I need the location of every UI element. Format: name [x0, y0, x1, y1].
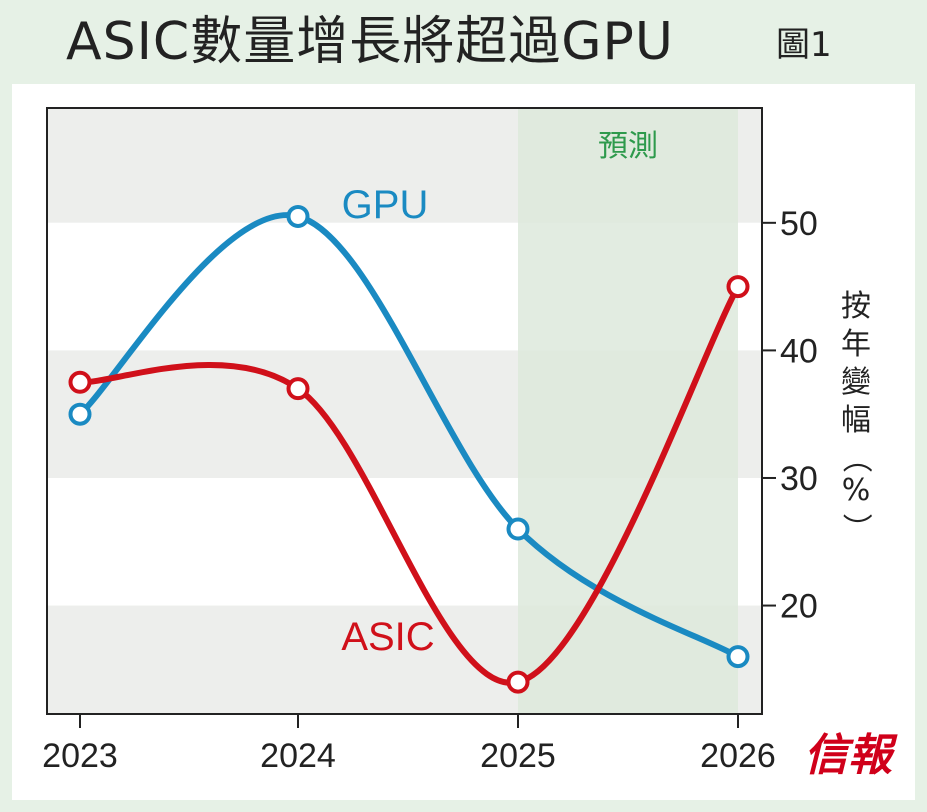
x-axis-ticks: 2023 2024 2025 2026: [42, 714, 776, 775]
x-tick-label: 2025: [480, 737, 556, 775]
series-points: [68, 204, 750, 694]
y-axis-label-char: 年: [841, 327, 871, 362]
data-point-asic: [726, 275, 750, 299]
x-tick-label: 2023: [42, 737, 118, 775]
data-point-asic: [506, 670, 530, 694]
y-axis-label-char: （: [838, 443, 873, 473]
y-tick-label: 50: [780, 205, 818, 243]
series-lines: [77, 212, 741, 686]
data-point-gpu: [68, 402, 92, 426]
series-label-gpu: GPU: [342, 183, 429, 227]
data-point-gpu: [286, 204, 310, 228]
x-tick-label: 2026: [700, 737, 776, 775]
y-axis-label-char: 按: [841, 289, 871, 324]
figure-label: 圖1: [776, 25, 832, 65]
data-point-asic: [68, 370, 92, 394]
forecast-band: [518, 108, 738, 714]
y-axis-label-char: 幅: [841, 403, 871, 438]
chart-title: ASIC數量增長將超過GPU: [66, 12, 674, 72]
series-labels: GPU ASIC: [341, 183, 434, 659]
y-axis-label-char: %: [842, 473, 871, 508]
y-axis-label-char: 變: [841, 365, 871, 400]
data-point-gpu: [506, 517, 530, 541]
y-tick-label: 30: [780, 460, 818, 498]
forecast-region: 預測: [518, 108, 738, 714]
data-point-gpu: [726, 645, 750, 669]
title-row: ASIC數量增長將超過GPU 圖1: [0, 0, 927, 84]
y-tick-label: 20: [780, 588, 818, 626]
series-label-asic: ASIC: [341, 615, 434, 659]
data-point-asic: [286, 377, 310, 401]
series-line-asic: [77, 283, 741, 686]
axes: [46, 107, 763, 715]
series-line-gpu: [77, 212, 741, 660]
x-tick-label: 2024: [260, 737, 336, 775]
y-axis-label-char: ）: [838, 513, 873, 543]
plot-border: [46, 107, 763, 715]
brand-logo: 信報: [804, 730, 898, 780]
forecast-label: 預測: [598, 130, 658, 163]
y-tick-label: 40: [780, 332, 818, 370]
brand-logo-text: 信報: [804, 730, 898, 780]
y-axis-ticks: 20 30 40 50: [762, 205, 818, 626]
